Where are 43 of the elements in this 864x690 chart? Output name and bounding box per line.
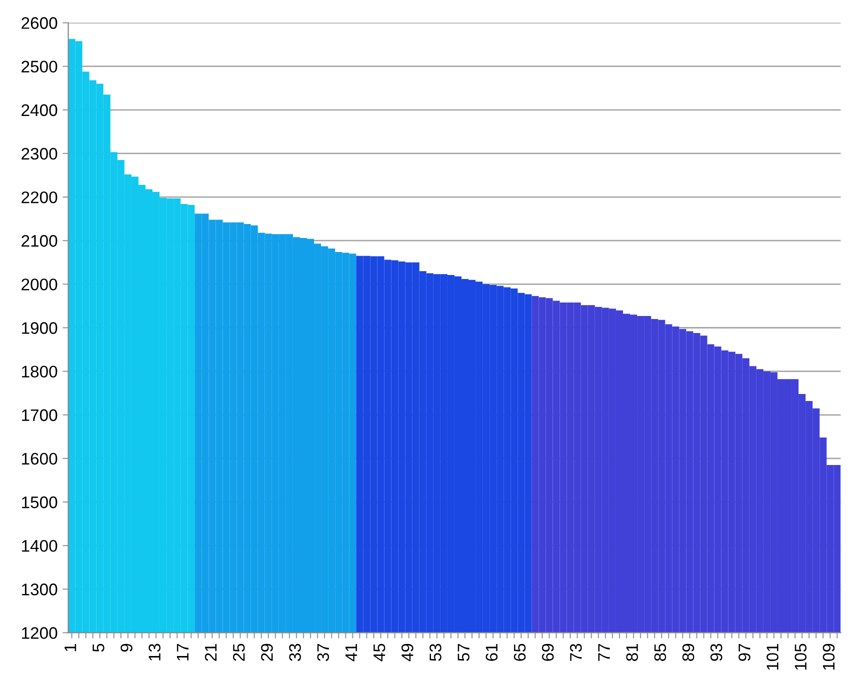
x-tick-label: 57 — [458, 644, 470, 662]
x-tick-label: 37 — [317, 644, 330, 662]
x-tick-label: 85 — [654, 644, 666, 661]
y-tick-label: 1800 — [22, 366, 58, 378]
y-tick-label: 1600 — [22, 452, 58, 465]
x-tick-label: 5 — [92, 644, 104, 652]
x-tick-label: 13 — [148, 644, 161, 660]
x-tick-label: 73 — [570, 644, 582, 661]
x-tick-label: 21 — [204, 644, 217, 661]
y-tick-label: 2200 — [22, 191, 58, 204]
y-tick-label: 1400 — [22, 540, 58, 552]
y-tick-label: 1200 — [22, 627, 58, 639]
y-tick-label: 2500 — [22, 60, 58, 73]
y-tick-label: 1300 — [22, 584, 58, 596]
x-tick-label: 105 — [794, 644, 807, 670]
x-tick-label: 61 — [486, 644, 498, 661]
y-tick-label: 1900 — [22, 322, 58, 334]
x-tick-label: 25 — [232, 644, 245, 661]
x-tick-label: 53 — [430, 644, 442, 662]
y-tick-label: 1700 — [22, 409, 58, 422]
y-tick-label: 2100 — [22, 235, 58, 247]
x-tick-label: 9 — [120, 644, 132, 652]
x-tick-label: 81 — [626, 644, 638, 661]
x-tick-label: 1 — [64, 644, 76, 652]
y-tick-label: 2300 — [22, 148, 58, 160]
y-tick-label: 2000 — [22, 278, 58, 290]
x-tick-label: 33 — [289, 644, 301, 662]
x-tick-label: 97 — [738, 644, 750, 661]
x-tick-label: 89 — [682, 644, 694, 661]
x-tick-label: 93 — [710, 644, 722, 661]
x-tick-label: 69 — [542, 644, 554, 661]
x-tick-label: 77 — [598, 644, 610, 661]
x-tick-label: 45 — [374, 644, 386, 662]
x-tick-label: 41 — [345, 644, 357, 662]
x-tick-label: 17 — [176, 644, 188, 660]
y-tick-label: 2400 — [22, 104, 58, 116]
x-tick-label: 109 — [822, 644, 835, 670]
x-tick-label: 65 — [514, 644, 526, 661]
y-tick-label: 1500 — [22, 496, 58, 508]
y-tick-label: 2600 — [22, 17, 58, 29]
x-tick-label: 49 — [401, 644, 414, 662]
x-tick-label: 101 — [766, 644, 778, 670]
x-tick-label: 29 — [261, 644, 273, 661]
